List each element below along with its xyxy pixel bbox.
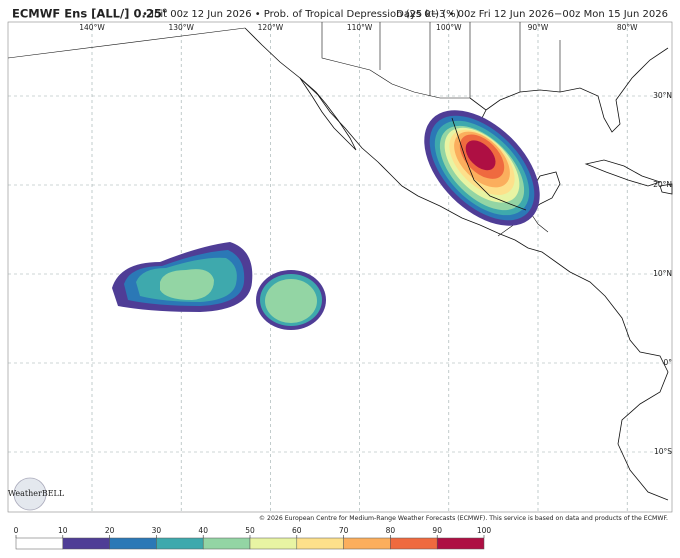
- colorbar-segment: [343, 537, 391, 550]
- colorbar-label: 60: [292, 526, 302, 535]
- hispaniola: [659, 183, 673, 195]
- colorbar-segment: [62, 537, 110, 550]
- map-frame: [7, 21, 673, 513]
- colorbar-label: 0: [14, 526, 19, 535]
- colorbar-segment: [249, 537, 298, 550]
- colorbar-label: 10: [58, 526, 68, 535]
- mexico-overlay: [451, 117, 527, 211]
- longitude-label: 90°W: [528, 23, 549, 32]
- longitude-label: 100°W: [436, 23, 462, 32]
- colorbar-segment: [156, 537, 204, 550]
- colorbar-segment: [109, 537, 157, 550]
- latitude-label: 10°S: [654, 447, 672, 456]
- latitude-label: 30°N: [653, 91, 672, 100]
- cuba: [584, 159, 662, 187]
- us-gulf: [485, 47, 669, 133]
- baja: [299, 77, 357, 151]
- colorbar-label: 50: [245, 526, 255, 535]
- header-subtitle: • Init 00z 12 Jun 2026 • Prob. of Tropic…: [142, 9, 460, 20]
- colorbar-label: 20: [105, 526, 115, 535]
- latitude-label: 0°: [663, 358, 672, 367]
- colorbar-segment: [15, 537, 64, 550]
- colorbar-label: 70: [339, 526, 349, 535]
- colorbar-segment: [436, 537, 485, 550]
- logo: WeatherBELL: [8, 477, 65, 511]
- longitude-label: 140°W: [79, 23, 105, 32]
- colorbar-segment: [296, 537, 344, 550]
- borders: [7, 22, 561, 237]
- map: 140°W 130°W 120°W 110°W 100°W 90°W 80°W 30°N 20…: [7, 21, 673, 522]
- header-title: ECMWF Ens [ALL/] 0.25°: [12, 7, 168, 21]
- latitude-label: 20°N: [653, 180, 672, 189]
- longitude-label: 120°W: [258, 23, 284, 32]
- longitude-label: 110°W: [347, 23, 373, 32]
- credit: © 2026 European Centre for Medium-Range …: [259, 514, 668, 522]
- colorbar-label: 40: [198, 526, 208, 535]
- graticule: [8, 22, 672, 512]
- colorbar-label: 90: [432, 526, 442, 535]
- longitude-label: 130°W: [168, 23, 194, 32]
- colorbar-label: 30: [152, 526, 162, 535]
- header-valid: Days 0−3 • 00z Fri 12 Jun 2026−00z Mon 1…: [396, 9, 668, 20]
- probability-west: [112, 242, 326, 330]
- latitude-labels: 30°N 20°N 10°N 0° 10°S: [653, 91, 672, 456]
- longitude-label: 80°W: [617, 23, 638, 32]
- latitude-label: 10°N: [653, 269, 672, 278]
- colorbar-label: 100: [477, 526, 492, 535]
- probability-gulf: [424, 110, 540, 226]
- colorbar-segment: [390, 537, 438, 550]
- colorbar: 0 10 20 30 40 50 60 70 80 90 100: [14, 526, 492, 550]
- logo-text: WeatherBELL: [8, 489, 65, 498]
- longitude-labels: 140°W 130°W 120°W 110°W 100°W 90°W 80°W: [79, 23, 638, 32]
- colorbar-segment: [202, 537, 251, 550]
- colorbar-label: 80: [386, 526, 396, 535]
